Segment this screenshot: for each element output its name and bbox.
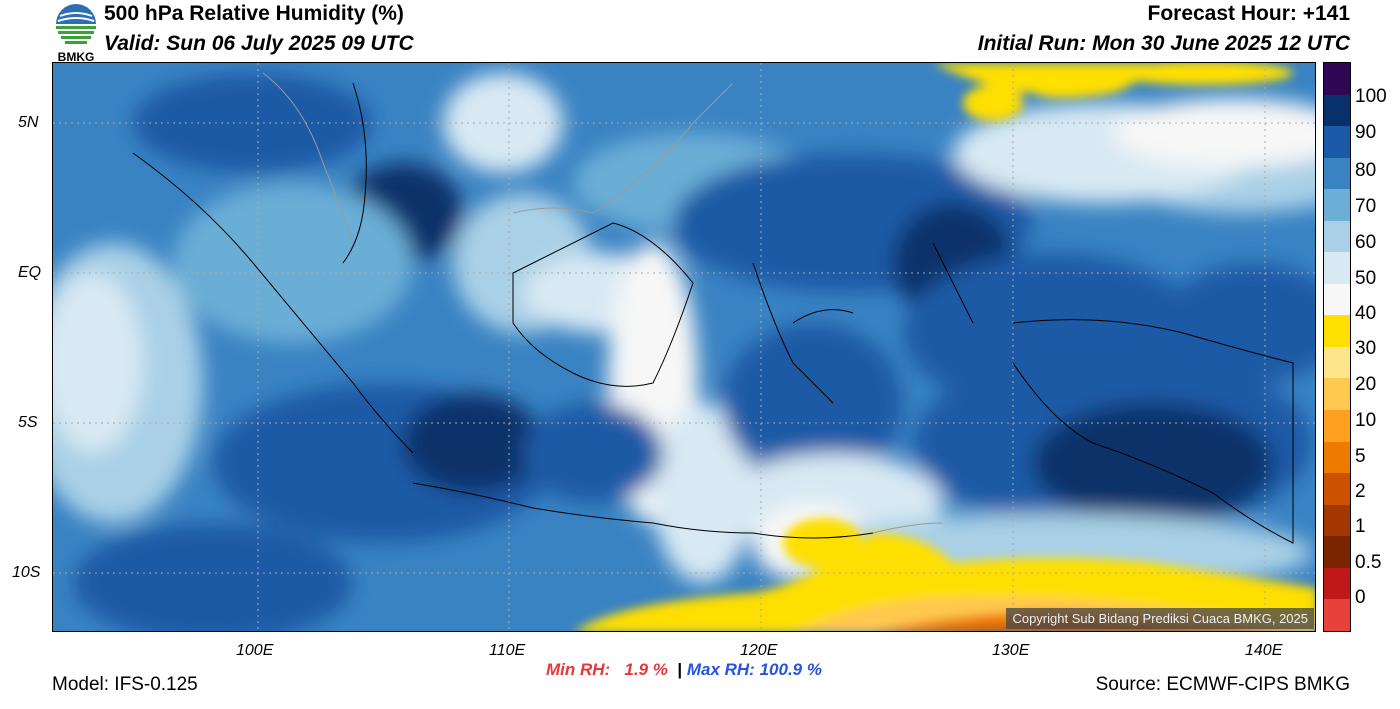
lat-tick-10s: 10S [12, 564, 41, 581]
rh-stats: Min RH: 1.9 % | Max RH: 100.9 % [546, 660, 822, 680]
colorbar-segment [1324, 504, 1350, 537]
chart-title: 500 hPa Relative Humidity (%) [104, 2, 404, 25]
lon-tick-130e: 130E [992, 642, 1030, 659]
colorbar-label-0-5: 0.5 [1355, 552, 1382, 573]
colorbar-label-50: 50 [1355, 268, 1377, 289]
lon-tick-100e: 100E [236, 642, 274, 659]
colorbar-segment [1324, 220, 1350, 253]
colorbar-segment [1324, 189, 1350, 221]
colorbar-label-2: 2 [1355, 481, 1366, 502]
forecast-hour: Forecast Hour: +141 [1147, 2, 1351, 25]
colorbar-segment [1324, 126, 1350, 158]
lon-tick-140e: 140E [1245, 642, 1283, 659]
max-rh-value: 100.9 % [759, 660, 822, 679]
lon-tick-120e: 120E [740, 642, 778, 659]
lat-tick-eq: EQ [18, 264, 42, 281]
colorbar-label-5: 5 [1355, 446, 1366, 467]
humidity-field [53, 63, 1315, 631]
copyright-note: Copyright Sub Bidang Prediksi Cuaca BMKG… [1006, 608, 1314, 629]
colorbar-segment [1324, 63, 1350, 95]
logo-text: BMKG [57, 50, 95, 64]
colorbar-label-20: 20 [1355, 374, 1377, 395]
humidity-map [52, 62, 1316, 632]
colorbar [1323, 62, 1351, 632]
colorbar-label-70: 70 [1355, 196, 1377, 217]
colorbar-label-90: 90 [1355, 122, 1377, 143]
lat-tick-5n: 5N [18, 114, 39, 131]
colorbar-label-1: 1 [1355, 516, 1366, 537]
lon-tick-110e: 110E [489, 642, 526, 659]
colorbar-segment [1324, 94, 1350, 127]
colorbar-segment [1324, 315, 1350, 347]
colorbar-segment [1324, 410, 1350, 442]
bmkg-logo: BMKG [52, 2, 100, 64]
colorbar-segment [1324, 536, 1350, 568]
colorbar-label-100: 100 [1355, 86, 1387, 107]
source-label: Source: ECMWF-CIPS BMKG [1095, 674, 1350, 695]
colorbar-label-60: 60 [1355, 232, 1377, 253]
colorbar-label-0: 0 [1355, 587, 1366, 608]
colorbar-label-30: 30 [1355, 338, 1377, 359]
bmkg-logo-icon [56, 4, 96, 44]
colorbar-segment [1324, 441, 1350, 474]
model-label: Model: IFS-0.125 [52, 674, 198, 695]
colorbar-label-10: 10 [1355, 410, 1377, 431]
max-rh-label: Max RH: [686, 660, 755, 679]
colorbar-segment [1324, 567, 1350, 600]
initial-run: Initial Run: Mon 30 June 2025 12 UTC [977, 32, 1350, 55]
stats-separator: | [677, 660, 683, 679]
colorbar-segment [1324, 252, 1350, 284]
coastlines [132, 82, 1294, 544]
colorbar-segment [1324, 599, 1350, 631]
colorbar-label-80: 80 [1355, 160, 1377, 181]
lat-tick-5s: 5S [18, 414, 38, 431]
valid-time: Valid: Sun 06 July 2025 09 UTC [104, 32, 414, 55]
min-rh-value: 1.9 % [624, 660, 668, 679]
colorbar-segment [1324, 346, 1350, 379]
colorbar-label-40: 40 [1355, 303, 1377, 324]
min-rh-label: Min RH: [546, 660, 611, 679]
colorbar-segment [1324, 283, 1350, 316]
colorbar-segment [1324, 473, 1350, 505]
colorbar-segment [1324, 378, 1350, 411]
colorbar-segment [1324, 157, 1350, 190]
